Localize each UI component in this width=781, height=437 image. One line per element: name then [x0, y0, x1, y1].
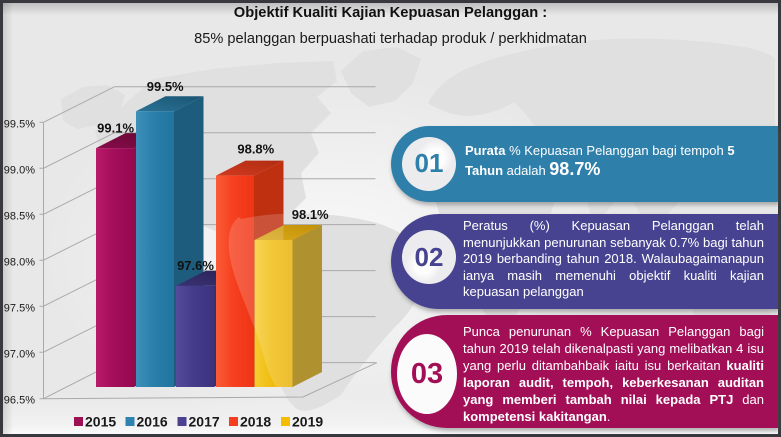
svg-text:96.5%: 96.5%: [4, 395, 35, 407]
svg-text:2019: 2019: [292, 414, 323, 430]
svg-text:99.5%: 99.5%: [4, 119, 35, 131]
svg-text:97.0%: 97.0%: [4, 349, 35, 361]
svg-text:98.5%: 98.5%: [4, 211, 35, 223]
svg-text:2016: 2016: [137, 414, 168, 430]
svg-text:99.5%: 99.5%: [147, 79, 184, 94]
svg-text:99.0%: 99.0%: [4, 165, 35, 177]
svg-text:2017: 2017: [189, 414, 220, 430]
svg-text:2018: 2018: [240, 414, 271, 430]
svg-text:98.8%: 98.8%: [237, 142, 274, 157]
svg-text:98.0%: 98.0%: [4, 257, 35, 269]
svg-text:97.6%: 97.6%: [177, 258, 214, 273]
svg-text:2015: 2015: [85, 414, 116, 430]
svg-text:97.5%: 97.5%: [4, 303, 35, 315]
svg-text:99.1%: 99.1%: [97, 120, 134, 135]
svg-text:98.1%: 98.1%: [292, 207, 329, 222]
